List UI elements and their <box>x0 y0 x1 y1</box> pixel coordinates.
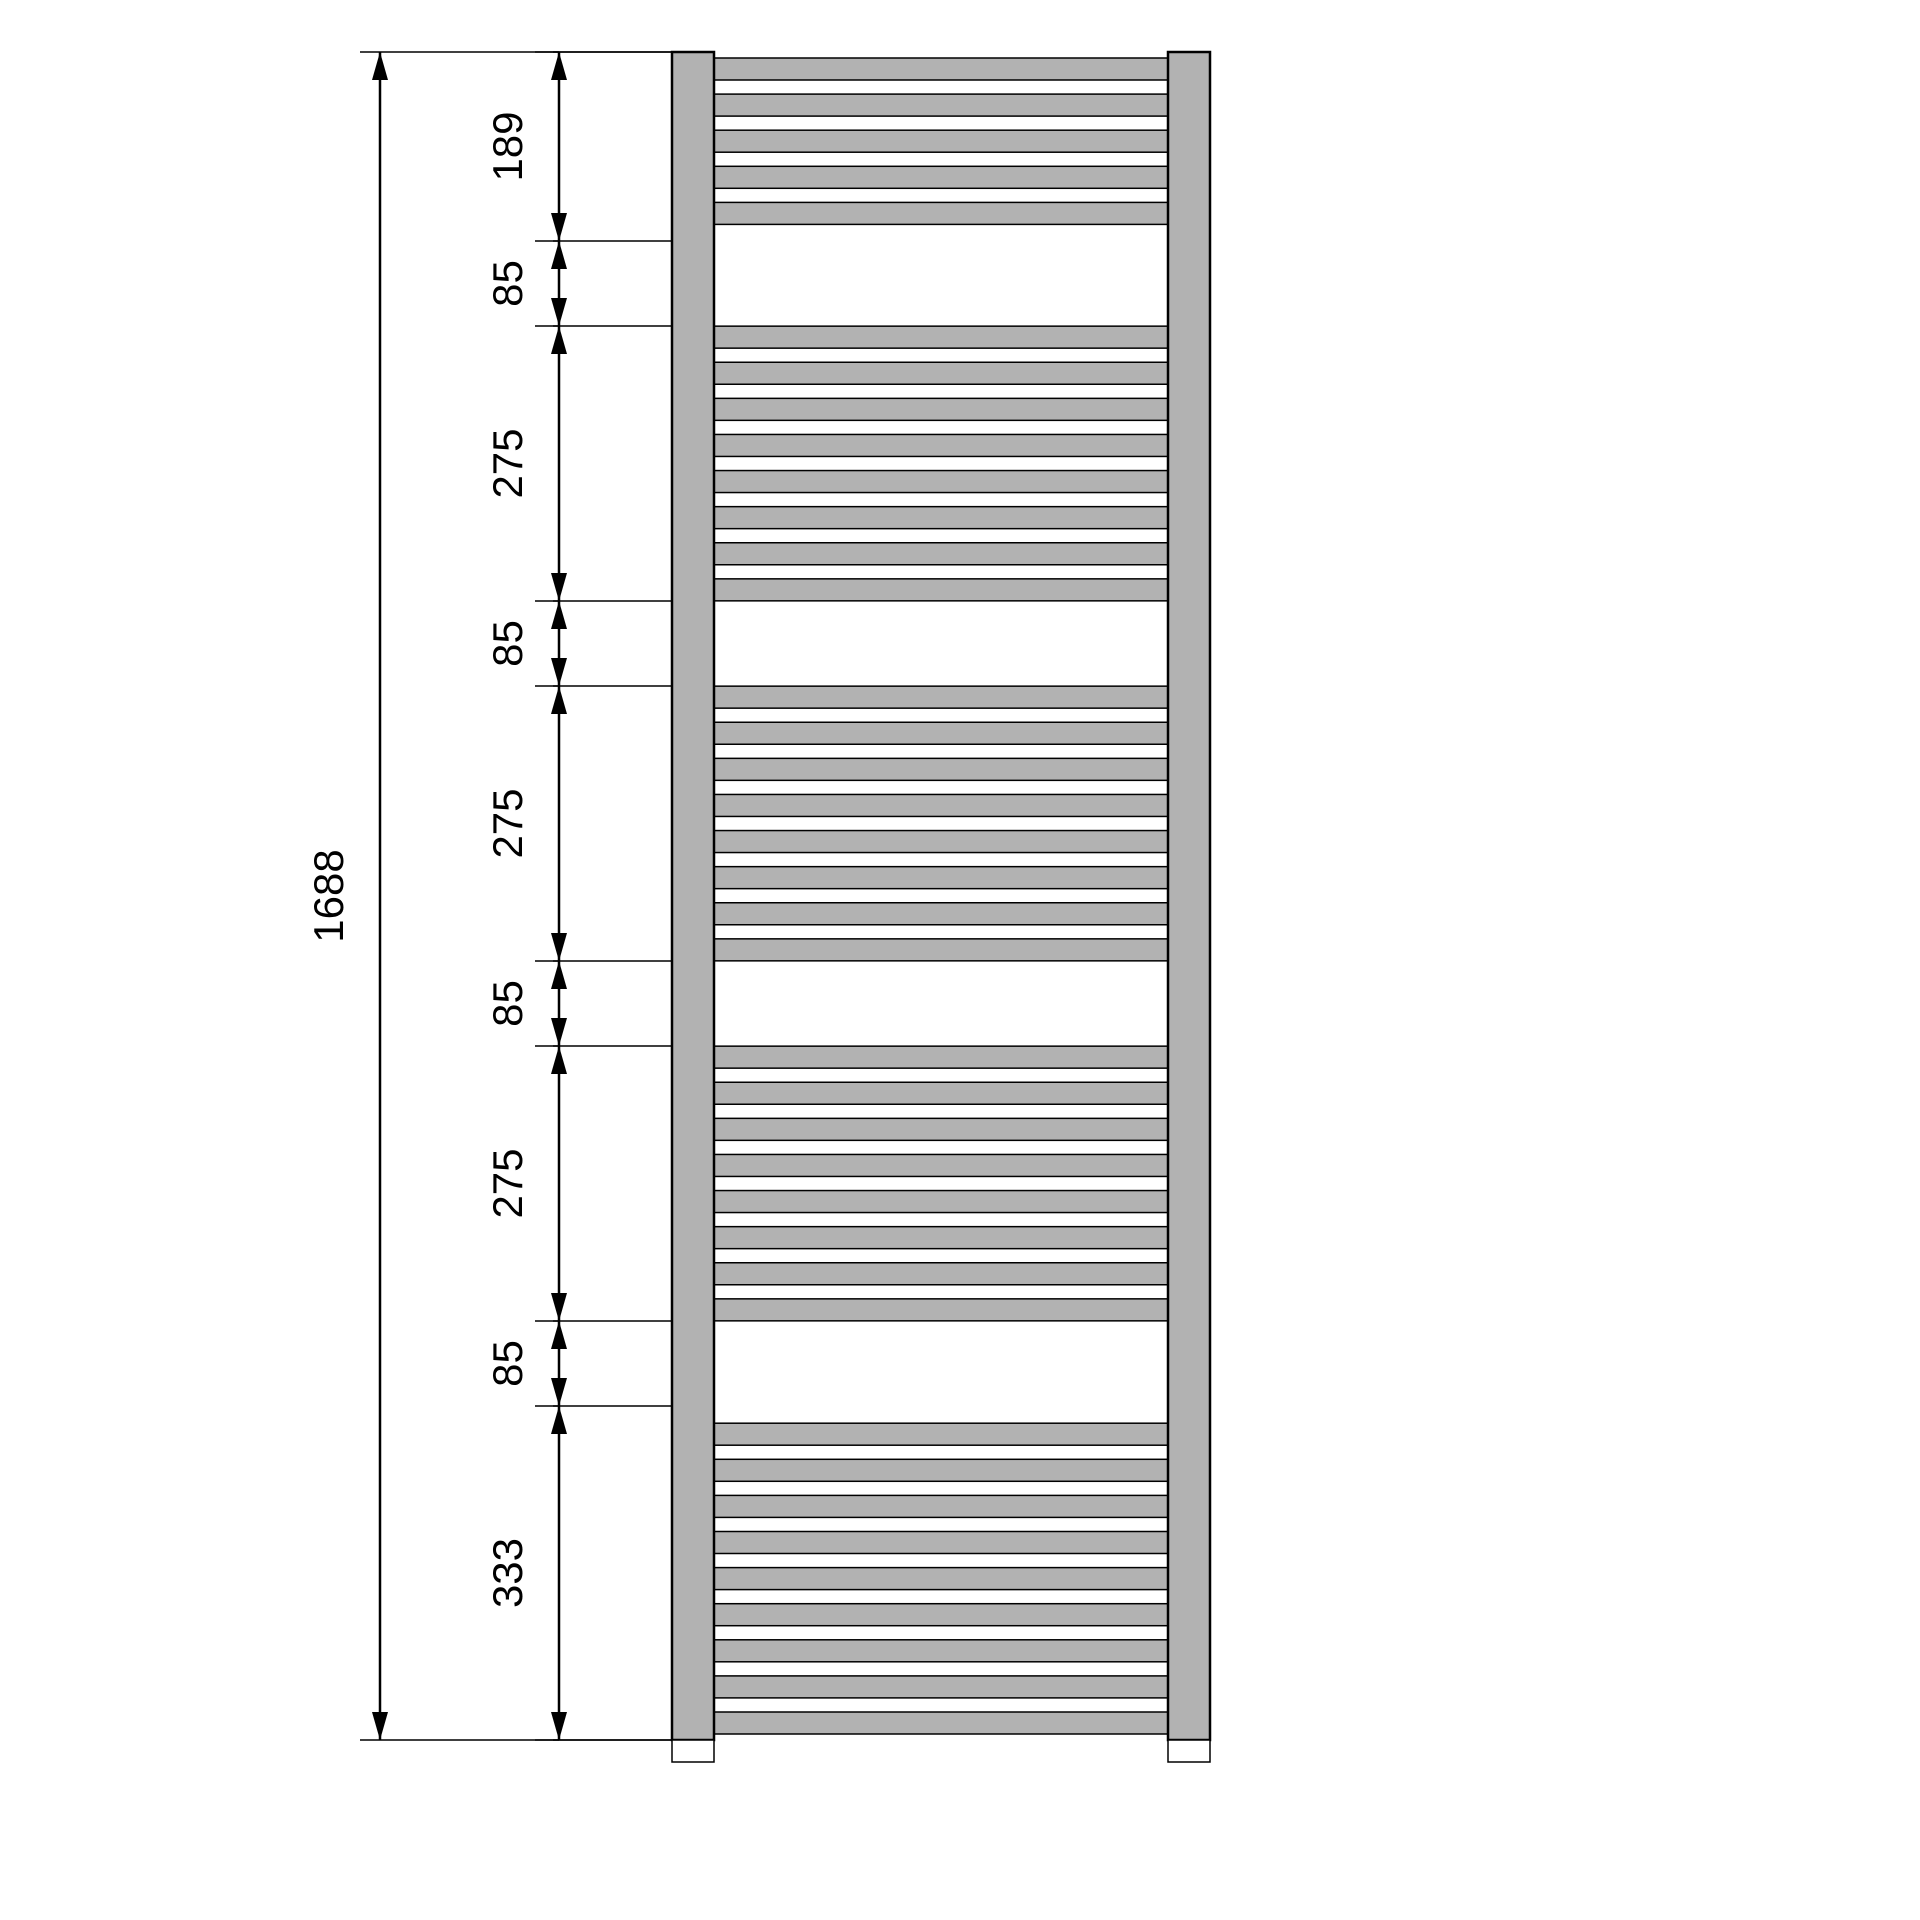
radiator-rung <box>714 362 1168 384</box>
dimension-segment: 189 <box>484 111 531 181</box>
radiator-rung <box>714 1712 1168 1734</box>
radiator-rung <box>714 794 1168 816</box>
radiator-rung <box>714 326 1168 348</box>
radiator-rung <box>714 1459 1168 1481</box>
dimensions: 1688 189 85 275 85 275 85 275 85 333 <box>305 52 672 1740</box>
radiator-rung <box>714 1263 1168 1285</box>
radiator-rung <box>714 939 1168 961</box>
radiator-rung <box>714 1118 1168 1140</box>
radiator-rung <box>714 831 1168 853</box>
radiator-rung <box>714 1191 1168 1213</box>
radiator-rung <box>714 202 1168 224</box>
radiator-rung <box>714 1046 1168 1068</box>
radiator <box>672 52 1210 1762</box>
dimension-segment: 85 <box>484 980 531 1027</box>
radiator-rung <box>714 722 1168 744</box>
radiator-rung <box>714 903 1168 925</box>
dimension-segment: 333 <box>484 1538 531 1608</box>
dimension-segment: 275 <box>484 1148 531 1218</box>
radiator-rung <box>714 1676 1168 1698</box>
radiator-post-left <box>672 52 714 1740</box>
radiator-rung <box>714 1568 1168 1590</box>
technical-drawing: 1688 189 85 275 85 275 85 275 85 333 <box>0 0 1920 1920</box>
radiator-rung <box>714 579 1168 601</box>
radiator-rung <box>714 1299 1168 1321</box>
radiator-rung <box>714 758 1168 780</box>
radiator-rung <box>714 166 1168 188</box>
dimension-segment: 85 <box>484 1340 531 1387</box>
radiator-rung <box>714 867 1168 889</box>
dimension-segment: 275 <box>484 788 531 858</box>
radiator-rung <box>714 434 1168 456</box>
radiator-rung <box>714 58 1168 80</box>
radiator-rung <box>714 471 1168 493</box>
radiator-rung <box>714 398 1168 420</box>
radiator-rung <box>714 1640 1168 1662</box>
radiator-post-right <box>1168 52 1210 1740</box>
dimension-segment: 85 <box>484 260 531 307</box>
radiator-rung <box>714 543 1168 565</box>
radiator-rung <box>714 1495 1168 1517</box>
radiator-rung <box>714 507 1168 529</box>
radiator-rung <box>714 1154 1168 1176</box>
dimension-segment: 85 <box>484 620 531 667</box>
radiator-rung <box>714 130 1168 152</box>
radiator-rung <box>714 1532 1168 1554</box>
dimension-segment: 275 <box>484 428 531 498</box>
radiator-rung <box>714 1423 1168 1445</box>
radiator-rung <box>714 1082 1168 1104</box>
radiator-rung <box>714 1227 1168 1249</box>
dimension-overall: 1688 <box>305 849 352 942</box>
radiator-rung <box>714 686 1168 708</box>
radiator-rung <box>714 1604 1168 1626</box>
radiator-rung <box>714 94 1168 116</box>
